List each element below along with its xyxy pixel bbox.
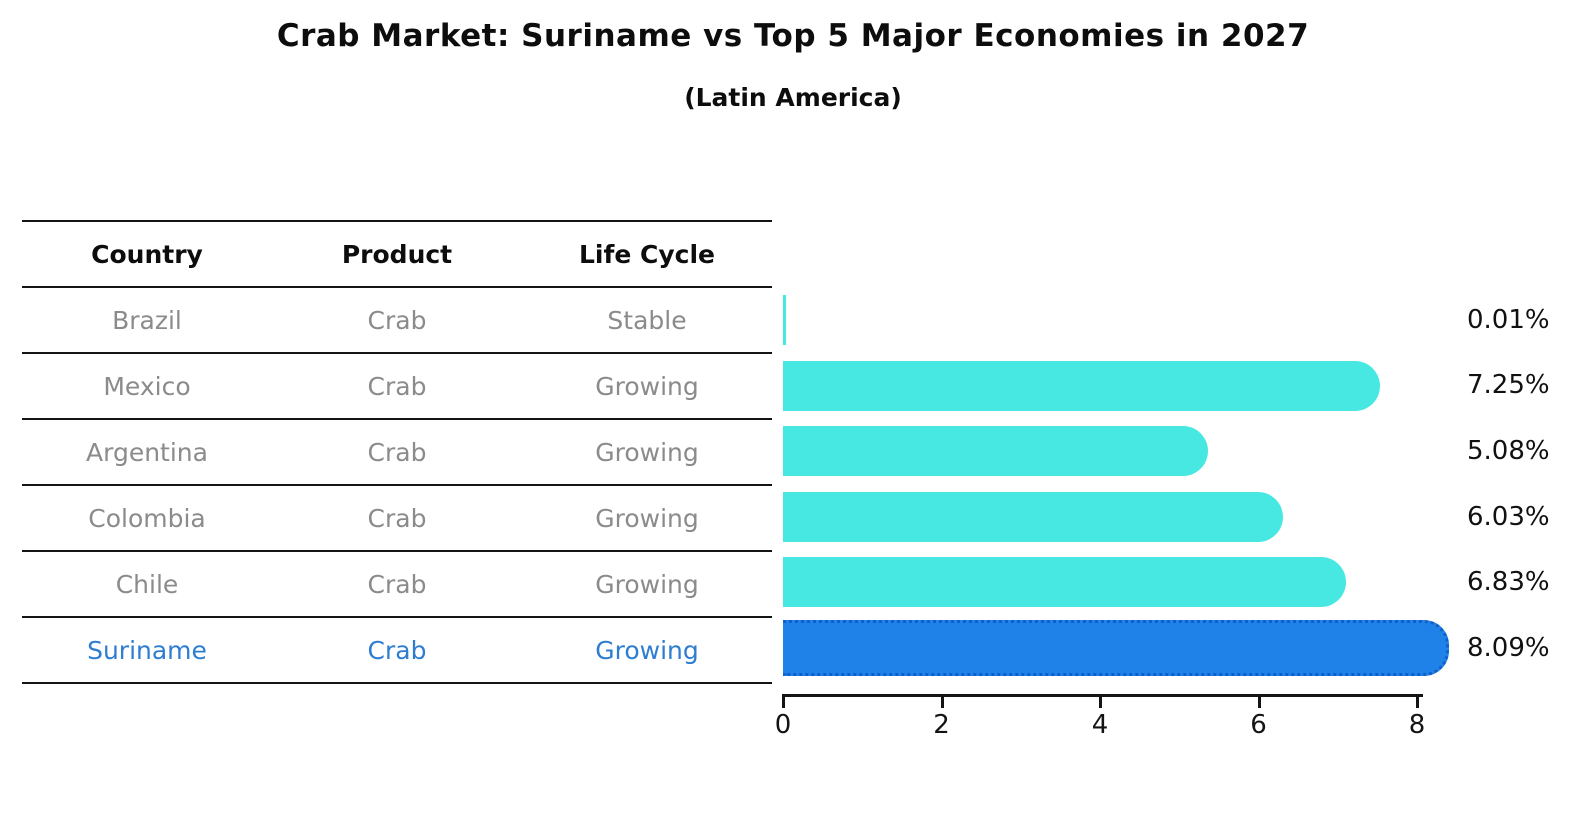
bar-colombia xyxy=(783,491,1283,542)
cell-country: Argentina xyxy=(86,437,208,467)
x-tick xyxy=(1099,694,1102,708)
bar-plot-area: 0.01% 7.25% 5.08% 6.03% 6.83% 8.09% xyxy=(783,287,1550,681)
cell-country: Chile xyxy=(115,569,179,599)
x-tick xyxy=(1416,694,1419,708)
chart-title: Crab Market: Suriname vs Top 5 Major Eco… xyxy=(276,18,1310,54)
cell-product: Crab xyxy=(367,305,427,335)
table-row-argentina: Argentina Crab Growing xyxy=(22,420,772,486)
cell-product: Crab xyxy=(367,635,427,665)
x-tick xyxy=(782,694,785,708)
cell-country: Brazil xyxy=(112,305,182,335)
bar-row-suriname: 8.09% xyxy=(783,615,1550,681)
x-tick xyxy=(1257,694,1261,708)
value-label-brazil: 0.01% xyxy=(1467,304,1550,335)
cell-life-cycle: Growing xyxy=(595,437,699,467)
bar-row-mexico: 7.25% xyxy=(783,353,1550,419)
bar-mexico xyxy=(783,360,1380,411)
x-tick-label: 4 xyxy=(1091,710,1109,740)
bar-suriname xyxy=(783,619,1450,676)
table-header-row: Country Product Life Cycle xyxy=(22,222,772,288)
x-tick xyxy=(940,694,944,708)
value-label-argentina: 5.08% xyxy=(1467,435,1550,466)
column-header-product: Product xyxy=(341,239,453,269)
cell-product: Crab xyxy=(367,569,427,599)
bar-chile xyxy=(783,557,1347,608)
value-label-mexico: 7.25% xyxy=(1467,370,1550,401)
cell-life-cycle: Stable xyxy=(607,305,687,335)
cell-life-cycle: Growing xyxy=(595,371,699,401)
x-tick-label: 2 xyxy=(933,710,950,740)
bar-row-brazil: 0.01% xyxy=(783,287,1550,353)
cell-product: Crab xyxy=(367,503,427,533)
value-label-suriname: 8.09% xyxy=(1467,632,1550,663)
cell-life-cycle: Growing xyxy=(595,635,699,665)
bar-argentina xyxy=(783,426,1208,477)
cell-life-cycle: Growing xyxy=(595,503,699,533)
cell-life-cycle: Growing xyxy=(595,569,699,599)
cell-product: Crab xyxy=(367,437,427,467)
value-label-chile: 6.83% xyxy=(1467,567,1550,598)
table-row-colombia: Colombia Crab Growing xyxy=(22,486,772,552)
country-table: Country Product Life Cycle Brazil Crab S… xyxy=(22,220,772,684)
x-axis: 0 2 4 6 8 xyxy=(775,694,1460,740)
chart-subtitle: (Latin America) xyxy=(684,83,902,112)
column-header-country: Country xyxy=(91,239,203,269)
bar-brazil xyxy=(783,295,786,345)
value-label-colombia: 6.03% xyxy=(1467,501,1550,532)
x-axis-line xyxy=(783,694,1423,697)
cell-product: Crab xyxy=(367,371,427,401)
bar-row-chile: 6.83% xyxy=(783,549,1550,615)
column-header-life-cycle: Life Cycle xyxy=(578,239,716,269)
x-tick-label: 8 xyxy=(1408,710,1426,740)
cell-country: Suriname xyxy=(87,635,207,665)
bar-row-colombia: 6.03% xyxy=(783,484,1550,550)
table-row-brazil: Brazil Crab Stable xyxy=(22,288,772,354)
x-tick-label: 6 xyxy=(1250,710,1267,740)
cell-country: Colombia xyxy=(88,503,206,533)
x-tick-label: 0 xyxy=(774,710,792,740)
bar-row-argentina: 5.08% xyxy=(783,418,1550,484)
table-row-chile: Chile Crab Growing xyxy=(22,552,772,618)
table-row-suriname: Suriname Crab Growing xyxy=(22,618,772,684)
cell-country: Mexico xyxy=(103,371,191,401)
table-row-mexico: Mexico Crab Growing xyxy=(22,354,772,420)
